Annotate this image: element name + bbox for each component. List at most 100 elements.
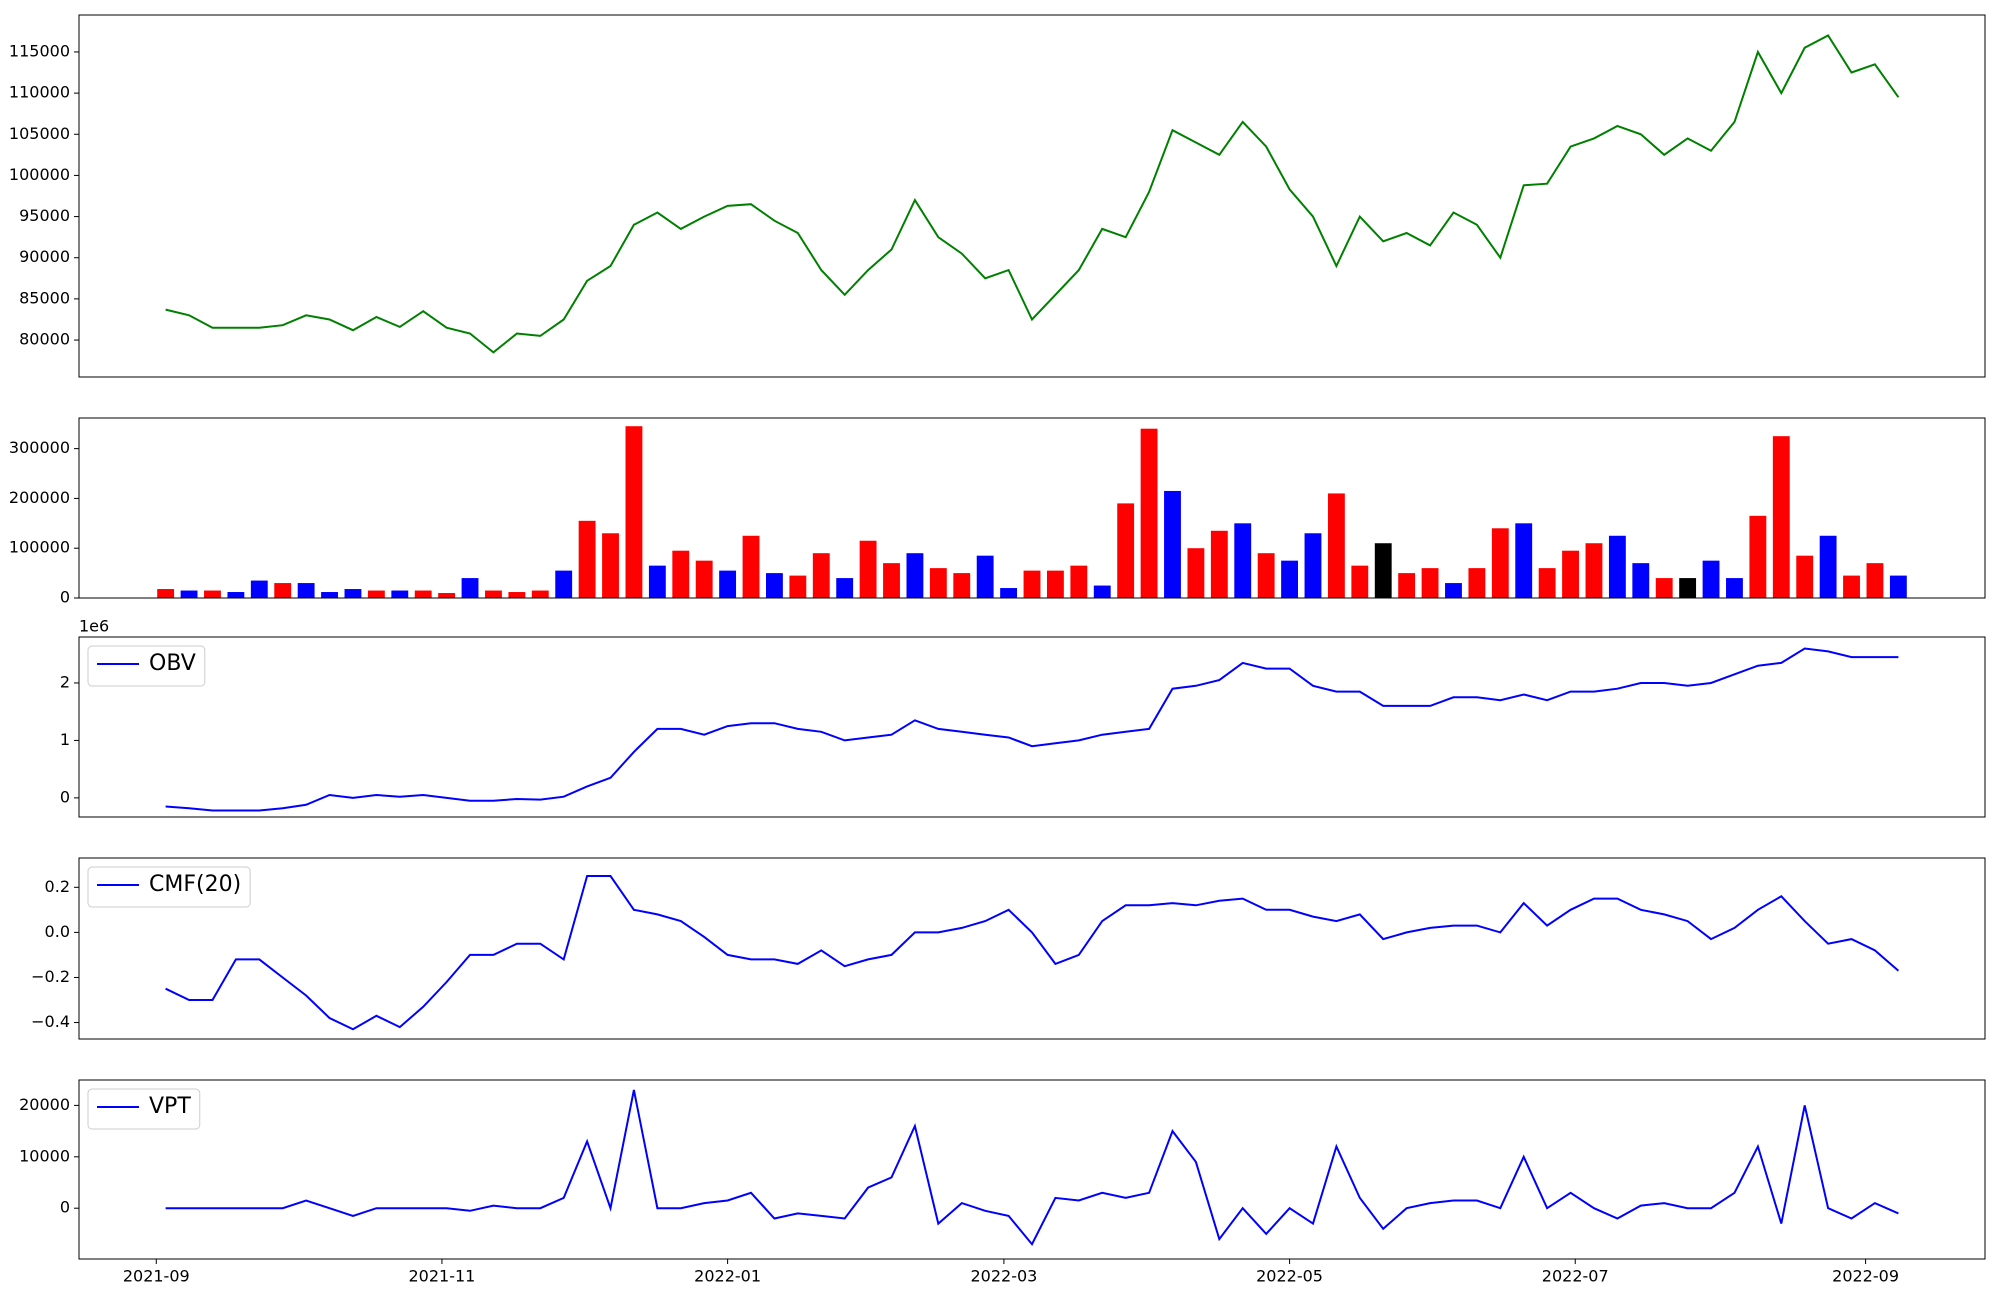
- volume-bar: [1538, 568, 1556, 598]
- volume-bar: [1772, 436, 1790, 598]
- volume-bar: [859, 540, 877, 598]
- y-tick-label: 10000: [19, 1146, 70, 1165]
- volume-bar: [1655, 578, 1673, 598]
- volume-bar: [1468, 568, 1486, 598]
- volume-bar: [227, 592, 245, 598]
- volume-bar: [414, 590, 432, 598]
- volume-bar: [321, 592, 338, 598]
- y-tick-label: 300000: [9, 438, 70, 457]
- legend-label: VPT: [149, 1094, 191, 1119]
- volume-bar: [1889, 575, 1907, 598]
- y-tick-label: 100000: [9, 165, 70, 184]
- y-tick-label: 105000: [9, 124, 70, 143]
- panel: 80000 85000 90000 95000 100000 105000 110000 11…: [9, 14, 1986, 378]
- volume-bar: [438, 593, 456, 598]
- volume-bar: [1749, 515, 1767, 598]
- volume-bar: [1327, 493, 1345, 598]
- panel: 0 100000 200000 300000: [9, 417, 1986, 607]
- volume-bar: [1562, 550, 1579, 598]
- axes-frame: [78, 1079, 1986, 1260]
- volume-bar: [1796, 555, 1814, 598]
- legend-box: [87, 866, 251, 908]
- volume-bar: [391, 590, 409, 598]
- legend-label: CMF(20): [149, 872, 241, 897]
- volume-bar: [1421, 568, 1439, 598]
- volume-bar: [1726, 578, 1743, 598]
- volume-bar: [578, 520, 596, 598]
- volume-bar: [1608, 535, 1626, 598]
- volume-bar: [906, 553, 924, 598]
- volume-bar: [1515, 523, 1533, 598]
- x-tick-label: 2022-07: [1542, 1267, 1609, 1286]
- legend: CMF(20): [87, 866, 251, 908]
- volume-bar: [180, 590, 198, 598]
- volume-bar: [1351, 565, 1369, 598]
- volume-bar: [1234, 523, 1252, 598]
- panel: 0 10000 20000 2021-09 2021-11 2022-01 2022-03 2…: [19, 1079, 1986, 1286]
- volume-bar: [157, 589, 175, 598]
- x-tick-label: 2021-11: [409, 1267, 476, 1286]
- volume-bar: [1093, 585, 1111, 598]
- volume-bar: [719, 570, 737, 598]
- volume-bar: [742, 535, 760, 598]
- volume-bar: [1281, 560, 1298, 598]
- x-tick-label: 2022-01: [694, 1267, 761, 1286]
- line: [165, 647, 1899, 812]
- line: [165, 875, 1900, 1031]
- y-tick-label: 0.0: [45, 922, 70, 941]
- axes-frame: [78, 857, 1986, 1040]
- volume-bar: [1046, 570, 1064, 598]
- x-tick-label: 2022-09: [1832, 1267, 1899, 1286]
- volume-bar: [1445, 583, 1462, 598]
- y-tick-label: 90000: [19, 247, 70, 266]
- volume-bar: [1398, 573, 1416, 598]
- volume-bar: [1140, 428, 1158, 598]
- volume-bar: [672, 550, 690, 598]
- volume-bar: [812, 553, 830, 598]
- volume-bar: [1257, 553, 1275, 598]
- volume-bar: [602, 533, 619, 598]
- volume-bar: [344, 589, 362, 598]
- y-tick-label: 2: [60, 672, 70, 691]
- legend: OBV: [87, 645, 206, 687]
- volume-bar: [531, 590, 549, 598]
- volume-bar: [555, 570, 573, 598]
- panel: 0 1 2 1e6 OBV: [60, 617, 1986, 818]
- axes-frame: [78, 636, 1986, 818]
- volume-bar: [766, 573, 783, 598]
- x-tick-label: 2021-09: [123, 1267, 190, 1286]
- volume-bar: [274, 583, 292, 598]
- volume-bar: [1164, 490, 1181, 598]
- volume-bar: [1374, 543, 1392, 598]
- y-tick-label: 95000: [19, 206, 70, 225]
- volume-bar: [695, 560, 713, 598]
- y-tick-label: 80000: [19, 330, 70, 349]
- volume-bar: [1866, 563, 1884, 598]
- x-tick-label: 2022-05: [1256, 1267, 1323, 1286]
- volume-bar: [250, 580, 268, 598]
- y-tick-label: 20000: [19, 1095, 70, 1114]
- volume-bar: [508, 592, 526, 598]
- volume-bar: [461, 578, 479, 598]
- volume-bar: [1491, 528, 1509, 598]
- x-tick-label: 2022-03: [970, 1267, 1037, 1286]
- offset-label: 1e6: [79, 617, 109, 636]
- y-tick-label: −0.2: [31, 967, 70, 986]
- volume-bar: [883, 563, 900, 598]
- volume-bar: [625, 426, 643, 598]
- volume-bar: [485, 590, 502, 598]
- volume-bar: [1702, 560, 1720, 598]
- volume-bar: [1210, 530, 1228, 598]
- line: [165, 1089, 1899, 1247]
- y-tick-label: 0.2: [45, 877, 70, 896]
- volume-bar: [1585, 543, 1603, 598]
- legend-label: OBV: [149, 651, 196, 676]
- volume-bar: [1187, 548, 1205, 598]
- y-tick-label: 1: [60, 730, 70, 749]
- volume-bar: [1117, 503, 1135, 598]
- volume-bar: [1023, 570, 1041, 598]
- legend-box: [87, 645, 206, 687]
- volume-bar: [1632, 563, 1650, 598]
- volume-bar: [1070, 565, 1088, 598]
